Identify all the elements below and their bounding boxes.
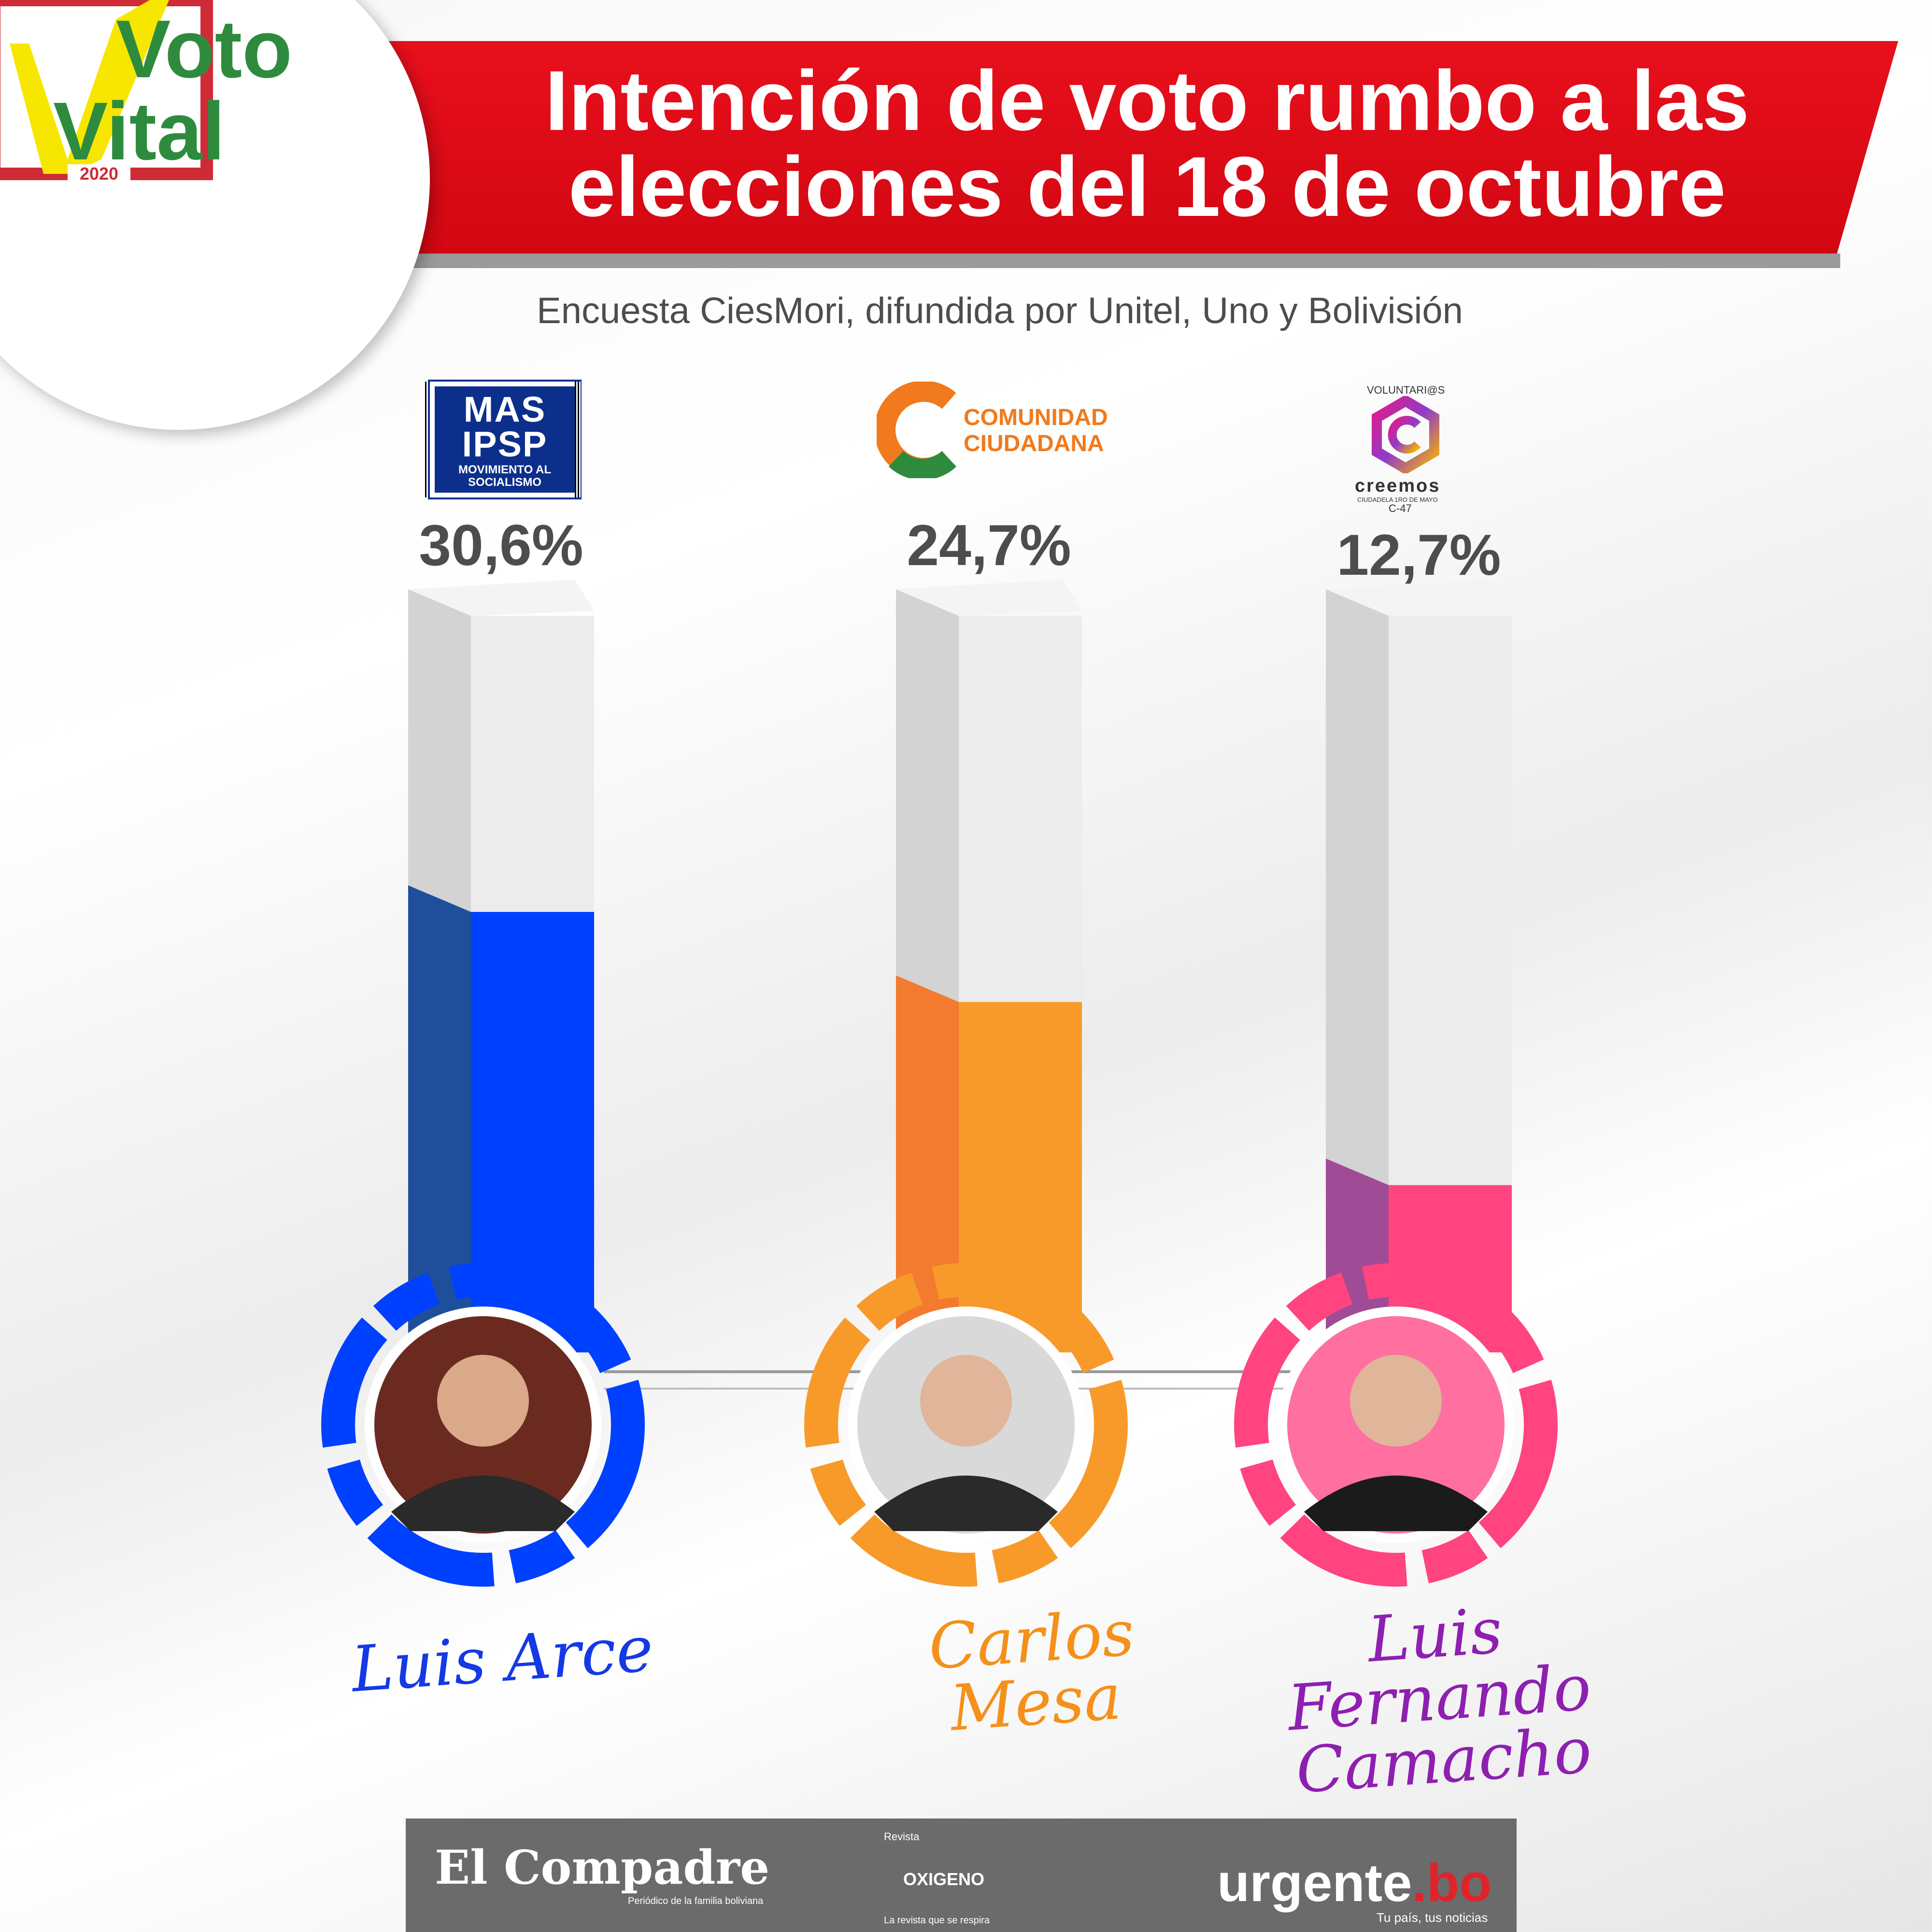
cc-line2: CIUDADANA (964, 431, 1104, 456)
logo-word-2: Vital (53, 85, 225, 177)
cc-line1: COMUNIDAD (964, 405, 1108, 430)
mas-logo-line2: IPSP (462, 424, 548, 464)
creemos-name: creemos (1355, 476, 1441, 496)
oxigeno-revista-label: Revista (884, 1831, 920, 1843)
logo-word-1: Voto (116, 3, 292, 95)
bar-value-label-1: 24,7% (907, 513, 1071, 578)
candidate-name-camacho: Luis Fernando Camacho (1285, 1593, 1594, 1807)
urgente-tld: .bo (1412, 1853, 1492, 1913)
mas-frame-left (425, 382, 431, 497)
creemos-voluntarios: VOLUNTARI@S (1367, 384, 1445, 396)
bar-fill-side-0 (408, 885, 471, 1352)
candidate-name-mesa: Carlos Mesa (926, 1596, 1137, 1746)
urgente-bo-logo: urgente.bo (1217, 1852, 1492, 1914)
page-subtitle: Encuesta CiesMori, difundida por Unitel,… (537, 290, 1463, 331)
creemos-subtext: CIUDADELA 1RO DE MAYO (1357, 496, 1438, 503)
candidate-face-2 (1350, 1355, 1442, 1447)
bar-tube-side-2 (1326, 589, 1389, 1352)
creemos-c-icon (1372, 396, 1439, 473)
footer-sponsors (406, 1818, 1517, 1932)
bar-fill-side-1 (896, 975, 959, 1352)
voto-vital-logo-graphic: Voto Vital 2020 (0, 0, 292, 184)
mas-logo-line1: MAS (463, 389, 546, 429)
header-banner (367, 41, 1898, 254)
candidate-face-1 (920, 1355, 1012, 1447)
el-compadre-logo: El Compadre (435, 1840, 770, 1895)
urgente-tagline: Tu país, tus noticias (1377, 1910, 1488, 1925)
candidate-ring-1 (804, 1263, 1128, 1587)
comunidad-ciudadana-c-icon (877, 382, 957, 478)
bar-value-label-0: 30,6% (419, 513, 583, 578)
candidate-shoulders-2 (1304, 1476, 1488, 1531)
candidate-face-0 (437, 1355, 529, 1447)
bar-tube-top-0 (408, 580, 594, 616)
mas-frame-right (575, 382, 581, 497)
bar-tube-top-2 (1326, 580, 1512, 616)
mas-logo-line3: MOVIMIENTO AL SOCIALISMO (458, 463, 551, 489)
bar-value-label-2: 12,7% (1336, 523, 1501, 587)
el-compadre-tagline: Periódico de la familia boliviana (628, 1896, 764, 1906)
oxigeno-tagline: La revista que se respira (884, 1915, 990, 1926)
candidate-ring-2 (1234, 1263, 1558, 1587)
candidate-shoulders-0 (391, 1476, 575, 1531)
creemos-code: C-47 (1389, 502, 1412, 514)
page-title: Intención de voto rumbo a las elecciones… (545, 54, 1749, 234)
candidate-ring-0 (321, 1263, 645, 1587)
header-shadow (382, 254, 1840, 268)
logo-year: 2020 (80, 164, 118, 184)
oxigeno-logo: OXIGENO (903, 1869, 985, 1889)
bar-tube-top-1 (896, 580, 1082, 616)
candidate-shoulders-1 (874, 1476, 1058, 1531)
urgente-word: urgente (1217, 1853, 1412, 1913)
comunidad-ciudadana-label: COMUNIDAD CIUDADANA (964, 405, 1108, 457)
